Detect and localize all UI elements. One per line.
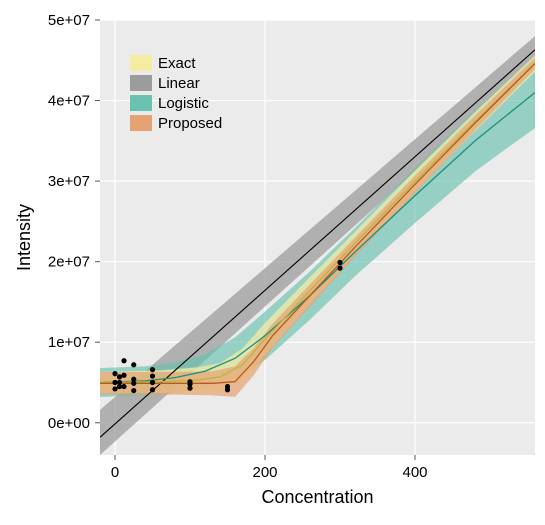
legend-swatch	[130, 75, 152, 91]
data-point	[112, 386, 117, 391]
y-tick-label: 5e+07	[48, 12, 90, 29]
data-point	[150, 387, 155, 392]
data-point	[150, 373, 155, 378]
data-point	[112, 380, 117, 385]
data-point	[117, 374, 122, 379]
legend-swatch	[130, 115, 152, 131]
data-point	[121, 373, 126, 378]
y-tick-label: 4e+07	[48, 93, 90, 110]
intensity-concentration-chart: 0 200 400 0e+00 1e+07 2e+07 3e+07 4e+07 5e+07 Con…	[0, 0, 545, 525]
data-point	[131, 388, 136, 393]
y-axis-label: Intensity	[14, 204, 34, 271]
data-point	[187, 379, 192, 384]
data-point	[121, 384, 126, 389]
y-tick-label: 1e+07	[48, 334, 90, 351]
data-point	[150, 380, 155, 385]
data-point	[121, 358, 126, 363]
chart-svg: 0 200 400 0e+00 1e+07 2e+07 3e+07 4e+07 5e+07 Con…	[0, 0, 545, 525]
data-point	[150, 367, 155, 372]
legend-label: Linear	[158, 75, 200, 92]
data-point	[337, 260, 342, 265]
y-tick-label: 2e+07	[48, 254, 90, 271]
data-point	[225, 384, 230, 389]
legend-swatch	[130, 55, 152, 71]
legend-label: Exact	[158, 55, 196, 72]
data-point	[131, 362, 136, 367]
data-point	[112, 371, 117, 376]
data-point	[117, 380, 122, 385]
legend-swatch	[130, 95, 152, 111]
y-tick-label: 0e+00	[48, 415, 90, 432]
y-tick-label: 3e+07	[48, 173, 90, 190]
x-tick-label: 400	[402, 464, 427, 481]
x-tick-label: 200	[252, 464, 277, 481]
data-point	[131, 377, 136, 382]
x-tick-label: 0	[111, 464, 119, 481]
data-point	[337, 266, 342, 271]
legend-label: Proposed	[158, 115, 222, 132]
legend-label: Logistic	[158, 95, 209, 112]
x-axis-label: Concentration	[261, 487, 373, 507]
